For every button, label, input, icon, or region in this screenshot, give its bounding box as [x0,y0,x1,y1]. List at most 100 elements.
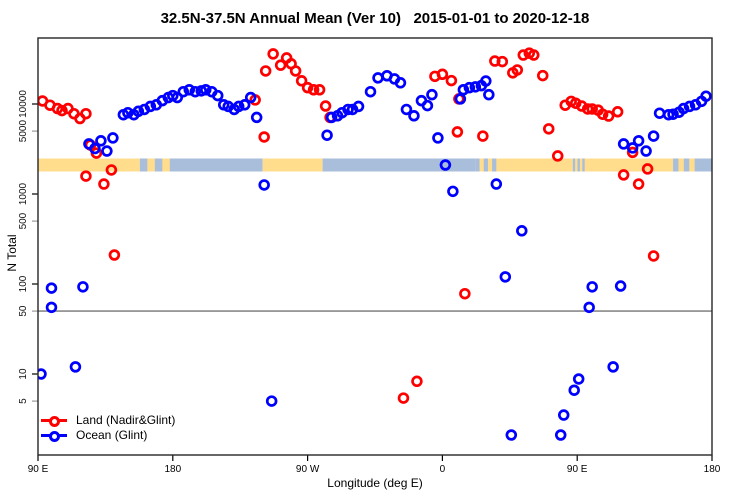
y-axis-label: N Total [5,234,19,272]
x-tick-label: 180 [164,464,181,475]
x-tick-label: 90 E [28,464,49,475]
ocean-point [372,72,384,84]
land-point [459,287,471,300]
land-point [477,130,489,142]
ocean-point [583,301,595,314]
ocean-point [626,142,639,154]
surface-strip-segment [584,158,674,172]
y-tick-label: 100 [18,275,29,292]
ocean-point [614,280,627,292]
ocean-point [183,83,196,96]
surface-strip-segment [38,158,140,172]
ocean-point [69,361,82,373]
surface-strip-segment [575,158,578,172]
land-point [80,170,92,182]
surface-strip-segment [162,158,171,172]
ocean-point [499,271,512,283]
surface-strip-segment [673,158,679,172]
surface-strip-segment [700,158,712,172]
y-tick-label: 500 [18,212,29,229]
land-point [496,55,509,68]
x-tick-label: 90 E [567,464,588,475]
ocean-point [700,90,712,102]
land-point [602,110,615,122]
chart-title: 32.5N-37.5N Annual Mean (Ver 10) 2015-01… [160,10,590,27]
legend: Land (Nadir&Glint) Ocean (Glint) [41,413,175,443]
land-point [259,65,272,77]
ocean-point [586,281,598,293]
ocean-point [408,110,420,122]
legend-label-land: Land (Nadir&Glint) [76,413,176,427]
land-point [517,49,530,61]
land-point [596,108,609,120]
ocean-point [572,373,585,385]
land-point [581,103,594,115]
ocean-point [244,91,257,104]
ocean-point [250,111,263,124]
ocean-point [554,429,567,441]
y-tick-label: 5 [18,398,29,404]
land-point [626,146,639,159]
ocean-point [439,159,452,171]
ocean-point [632,135,645,147]
ocean-point [45,301,58,314]
ocean-point [463,81,476,94]
y-tick-label: 10000 [18,90,29,118]
surface-strip [38,158,712,172]
ocean-point [265,395,278,407]
ocean-point [421,99,434,112]
ocean-point [171,91,184,104]
land-point [289,65,302,77]
land-marker-icon [41,414,67,427]
ocean-point [505,429,518,441]
x-tick-label: 180 [704,464,721,475]
land-point [436,68,449,81]
x-axis-label: Longitude (deg E) [327,476,423,490]
ocean-point [647,130,660,142]
land-point [632,178,645,190]
surface-strip-segment [483,158,489,172]
land-point [267,48,279,60]
ocean-point [232,100,245,113]
legend-label-ocean: Ocean (Glint) [76,428,148,442]
land-point [301,81,314,94]
y-tick-label: 50 [18,305,29,317]
surface-strip-segment [492,158,497,172]
ocean-point [101,145,113,157]
surface-strip-segment [177,158,263,172]
land-point [274,59,287,71]
ocean-point [480,75,492,87]
ocean-point [38,368,47,380]
surface-strip-segment [496,158,573,172]
ocean-marker-icon [41,429,67,442]
land-point [307,83,320,96]
surface-strip-segment [262,158,323,172]
ocean-point [400,103,413,116]
ocean-point [667,108,679,120]
land-point [397,392,410,404]
land-point [295,75,308,87]
ocean-point [483,88,495,101]
ocean-point [490,178,503,190]
surface-strip-segment [169,158,178,172]
land-point [528,49,540,61]
ocean-point [132,105,145,118]
ocean-point [200,83,212,96]
land-point [511,64,524,76]
ocean-point [457,83,470,96]
ocean-point [325,111,338,124]
ocean-point [177,85,190,98]
surface-strip-segment [678,158,685,172]
ocean-point [617,138,630,150]
ocean-point [189,85,202,98]
ocean-point [662,108,675,121]
surface-strip-segment [572,158,576,172]
ocean-point [653,107,666,119]
ocean-point [211,89,224,102]
land-point [80,107,92,120]
surface-strip-segment [689,158,696,172]
surface-strip-segment [577,158,581,172]
legend-row-land: Land (Nadir&Glint) [41,413,175,428]
land-point [641,163,654,175]
